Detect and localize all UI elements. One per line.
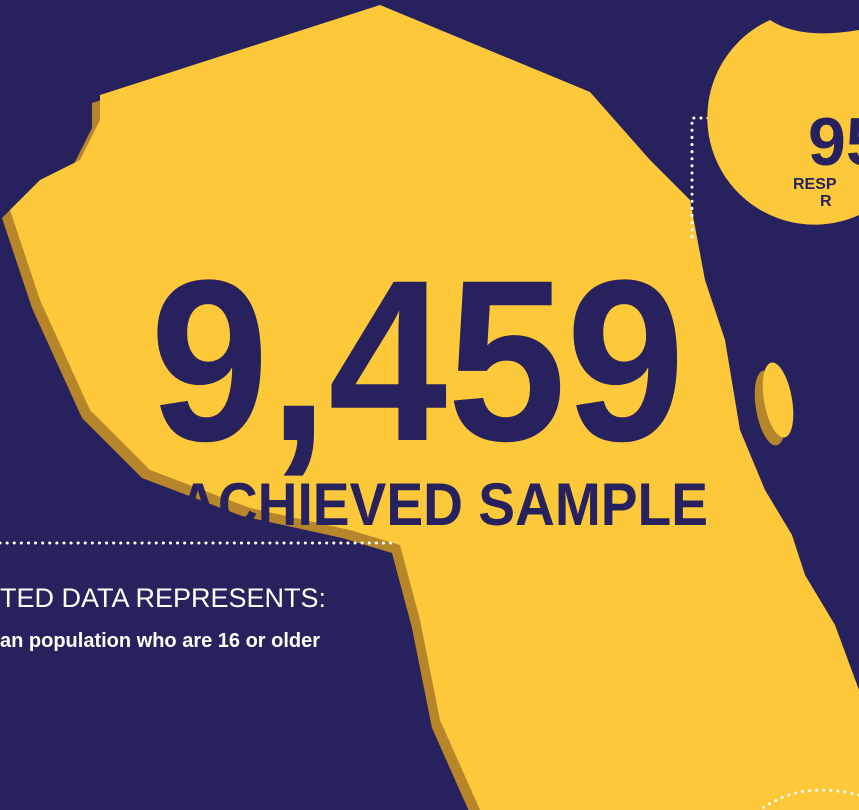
- callout-line2: R: [820, 193, 832, 210]
- headline-value: 9,459: [150, 232, 685, 489]
- callout-value: 95: [808, 104, 859, 180]
- note-text: an population who are 16 or older: [0, 630, 320, 652]
- note-title: TED DATA REPRESENTS:: [0, 583, 326, 613]
- map: [10, 5, 859, 810]
- dotted-lines: [0, 116, 859, 810]
- callout-line1: RESP: [793, 176, 837, 193]
- callout-badge: [707, 20, 859, 225]
- headline-label: ACHIEVED SAMPLE: [178, 471, 708, 538]
